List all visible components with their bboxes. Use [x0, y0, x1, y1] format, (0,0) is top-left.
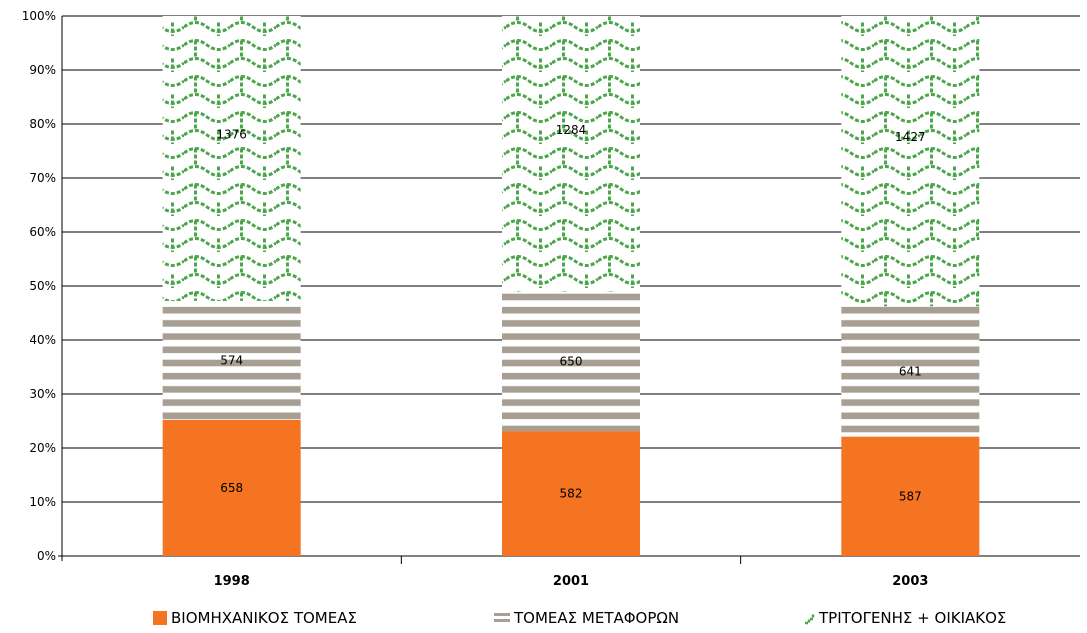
y-tick-label: 10% [29, 495, 56, 509]
y-tick-label: 50% [29, 279, 56, 293]
y-tick-label: 0% [37, 549, 56, 563]
x-category-label: 1998 [214, 574, 250, 589]
bar-segment [841, 436, 980, 556]
data-label: 658 [220, 481, 243, 495]
y-tick-label: 100% [22, 9, 56, 23]
legend-label-industrial: ΒΙΟΜΗΧΑΝΙΚΟΣ ΤΟΜΕΑΣ [171, 609, 357, 627]
y-tick-label: 20% [29, 441, 56, 455]
bar-segment [502, 291, 640, 432]
data-label: 650 [560, 354, 583, 368]
data-label: 1427 [895, 130, 926, 144]
legend-swatch-industrial [153, 611, 167, 625]
bar-segment [162, 419, 301, 556]
data-label: 587 [899, 489, 922, 503]
legend-swatch-transport [494, 613, 510, 623]
legend-label-transport: ΤΟΜΕΑΣ ΜΕΤΑΦΟΡΩΝ [514, 609, 680, 627]
legend-label-tertiary: ΤΡΙΤΟΓΕΝΗΣ + ΟΙΚΙΑΚΟΣ [819, 609, 1007, 627]
y-tick-label: 80% [29, 117, 56, 131]
x-category-label: 2003 [892, 574, 928, 589]
data-label: 1284 [556, 123, 587, 137]
bar-segment [162, 16, 301, 301]
data-labels: 658 574 1376 582 650 1284 587 641 1427 [216, 123, 925, 504]
data-label: 641 [899, 364, 922, 378]
data-label: 574 [220, 353, 243, 367]
legend-item-transport[interactable]: ΤΟΜΕΑΣ ΜΕΤΑΦΟΡΩΝ [494, 609, 679, 627]
y-tick-label: 70% [29, 171, 56, 185]
y-tick-label: 90% [29, 63, 56, 77]
data-label: 582 [560, 487, 583, 501]
legend-item-industrial[interactable]: ΒΙΟΜΗΧΑΝΙΚΟΣ ΤΟΜΕΑΣ [153, 609, 357, 627]
y-tick-label: 60% [29, 225, 56, 239]
legend-swatch-tertiary [803, 611, 815, 625]
bar-segment [162, 300, 301, 420]
y-tick-label: 30% [29, 387, 56, 401]
bar-segment [502, 431, 640, 556]
legend: ΒΙΟΜΗΧΑΝΙΚΟΣ ΤΟΜΕΑΣ ΤΟΜΕΑΣ ΜΕΤΑΦΟΡΩΝ ΤΡΙ… [0, 609, 1087, 631]
legend-item-tertiary[interactable]: ΤΡΙΤΟΓΕΝΗΣ + ΟΙΚΙΑΚΟΣ [803, 609, 1006, 627]
y-tick-label: 40% [29, 333, 56, 347]
bars [162, 16, 980, 556]
x-category-label: 2001 [553, 574, 589, 589]
data-label: 1376 [216, 127, 247, 141]
bar-segment [841, 16, 980, 307]
bar-segment [841, 306, 980, 437]
stacked-bar-chart: 0% 10% 20% 30% 40% 50% 60% 70% 80% 90% 100% 1998 200… [22, 9, 1080, 589]
bar-segment [502, 16, 640, 292]
